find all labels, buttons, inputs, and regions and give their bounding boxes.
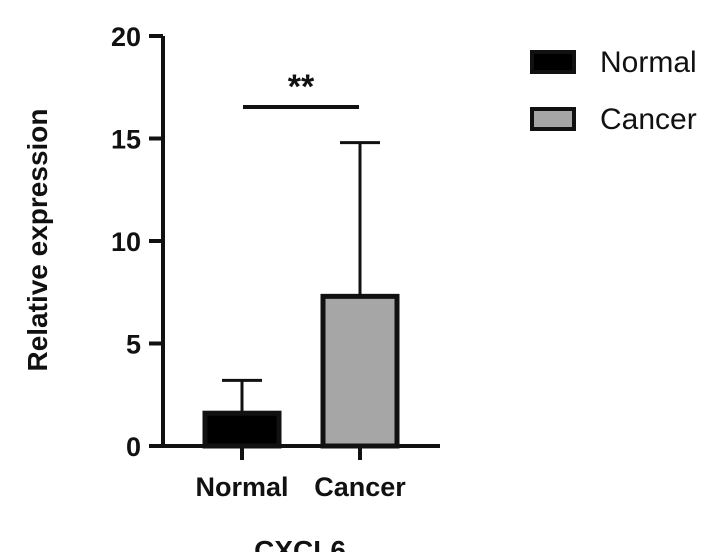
bars-group	[202, 141, 400, 449]
legend-swatch	[530, 107, 576, 131]
x-axis-ticks: Normal Cancer	[195, 446, 406, 502]
x-axis-label: CXCL6	[254, 535, 346, 552]
x-tick-label: Cancer	[314, 472, 406, 502]
y-axis-label: Relative expression	[22, 108, 53, 371]
legend: Normal Cancer	[530, 46, 697, 136]
legend-label: Normal	[600, 46, 697, 79]
bar-cancer	[320, 293, 400, 449]
y-tick-label: 5	[126, 330, 141, 360]
y-tick-label: 20	[111, 22, 141, 52]
bar-normal	[202, 410, 282, 449]
x-tick-label: Normal	[195, 472, 288, 502]
y-tick-label: 10	[111, 227, 141, 257]
legend-swatch	[530, 50, 576, 74]
significance-label: **	[288, 68, 315, 106]
y-tick-label: 15	[111, 125, 141, 155]
legend-label: Cancer	[600, 103, 697, 136]
y-axis-ticks: 0 5 10 15 20	[111, 22, 163, 462]
y-tick-label: 0	[126, 432, 141, 462]
